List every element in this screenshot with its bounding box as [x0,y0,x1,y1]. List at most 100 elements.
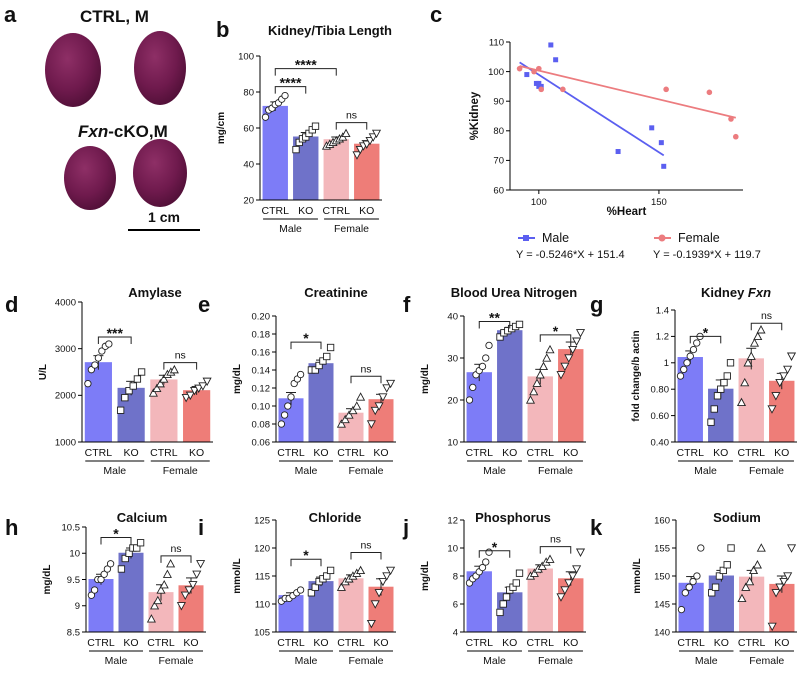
group-label-male: Male [695,655,718,667]
y-tick-label: 9.5 [67,575,80,586]
y-tick-label: 110 [255,599,270,610]
data-point [713,392,722,400]
data-point [378,577,388,587]
chart-title-i: Chloride [309,510,362,525]
data-point [284,402,292,410]
data-point [465,396,474,404]
data-point [708,589,716,597]
significance-bracket [539,546,572,554]
scatter-point-female [538,86,545,93]
data-point [382,572,392,581]
data-point [746,351,756,360]
panel-letter-d: d [5,292,18,317]
bar-k-2 [739,576,765,633]
y-tick-label: 105 [254,627,270,638]
group-label-male: Male [279,223,302,235]
data-point [727,544,735,552]
data-point [185,391,195,401]
data-point [560,362,570,372]
y-tick-label: 80 [493,126,504,137]
data-point [545,344,555,354]
data-point [775,583,785,592]
scatter-point-female [663,86,669,93]
panel-letter-b: b [216,17,229,42]
data-point [572,337,582,346]
data-point [485,341,493,350]
data-point [786,544,797,553]
x-axis-label-c: %Heart [607,206,647,218]
data-point [159,374,169,383]
data-point [786,352,797,361]
panel-j-phosphorus: j Phosphorus 4 6 8 10 12 mg/dL CTRL KO CTRL KO Male F… [402,510,586,667]
bar-d-0 [84,362,112,443]
bar-e-0 [278,398,304,443]
data-point [125,549,133,557]
data-point [681,589,689,597]
scatter-point-male [524,72,530,78]
significance-bracket [100,537,132,545]
data-point [192,570,202,579]
y-tick-label: 20 [243,195,254,206]
group-label-female: Female [749,465,784,477]
data-point [512,579,520,587]
data-point [307,589,316,597]
group-label-female: Female [163,465,198,477]
equation-female: Y = -0.1939*X + 119.7 [653,249,761,261]
y-tick-label: 0.06 [252,437,271,448]
data-point [133,375,142,383]
data-point [277,420,286,428]
y-tick-label: 0.14 [252,365,271,376]
group-label-male: Male [295,655,318,667]
data-point [715,572,724,580]
significance-bracket [350,551,382,560]
significance-bracket [290,341,322,350]
y-tick-label: 4 [453,627,458,638]
data-point [741,582,751,591]
data-point [685,583,693,591]
data-point [194,384,204,394]
y-tick-label: 125 [254,515,270,526]
data-point [311,366,319,374]
x-category-label: KO [183,637,198,649]
bar-f-1 [497,330,523,443]
group-label-male: Male [483,465,506,477]
y-tick-label: 12 [447,515,458,526]
data-point [736,397,747,407]
significance-label: * [492,539,498,555]
bar-d-3 [183,390,211,443]
data-point [683,359,691,367]
y-tick-label: 100 [238,51,254,62]
data-point [568,345,578,355]
regression-line-female [519,65,737,119]
panel-c-scatter: c 60 70 80 90 100 110 100 150 %Heart %Kidney [430,2,743,218]
data-point [726,359,735,367]
chart-title-f: Blood Urea Nitrogen [451,285,577,300]
data-point [749,338,760,347]
y-axis-label-d: U/L [38,364,49,380]
data-point [150,601,160,610]
data-point [371,129,382,139]
panel-letter-f: f [403,292,411,317]
data-point [575,548,586,557]
ctrl-label: CTRL, M [80,7,149,26]
significance-label: ns [761,310,772,322]
x-category-label: KO [123,637,138,649]
panel-a-letter: a [4,2,17,27]
data-point [767,405,777,414]
y-tick-label: 20 [447,395,458,406]
data-point [97,575,105,584]
chart-title-k: Sodium [713,510,761,525]
x-category-label: CTRL [466,447,494,459]
data-point [568,572,578,581]
x-category-label: CTRL [277,447,305,459]
y-tick-label: 90 [493,97,504,108]
bar-f-2 [527,376,553,443]
significance-bracket [478,550,511,558]
data-point [281,91,289,100]
data-point [775,378,785,388]
y-axis-label-e: mg/dL [232,364,243,394]
data-point [137,368,146,376]
panel-a-photo: a CTRL, M Fxn-cKO,M 1 cm [4,2,200,231]
data-point [370,406,380,416]
